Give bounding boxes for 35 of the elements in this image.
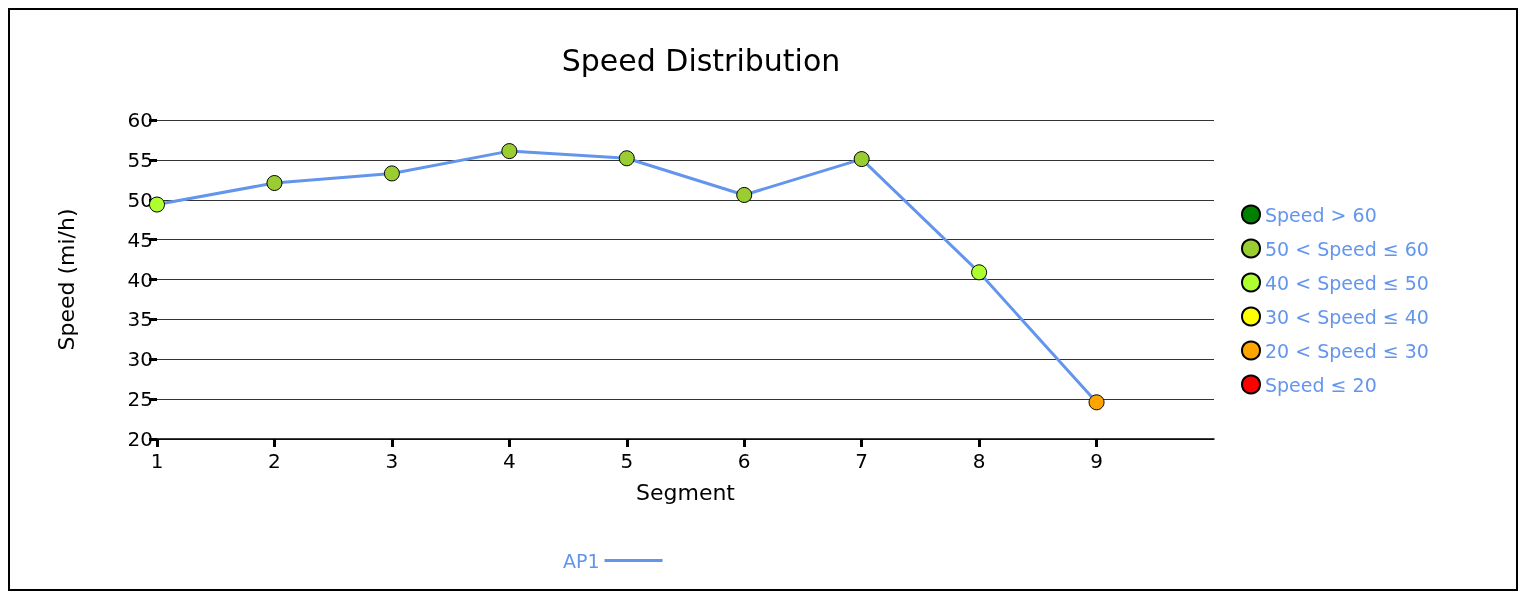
text: AP1 <box>563 549 600 572</box>
x-tick-label: 3 <box>385 449 399 473</box>
legend-label: 30 < Speed ≤ 40 <box>1265 305 1429 328</box>
point <box>501 143 518 160</box>
y-tick-label: 40 <box>127 267 153 292</box>
legend-label: 50 < Speed ≤ 60 <box>1265 237 1429 260</box>
y-tick-label: 20 <box>127 427 153 451</box>
y-tick-label: 35 <box>127 307 153 332</box>
x-tick-label: 5 <box>620 449 634 473</box>
legend-label: 20 < Speed ≤ 30 <box>1265 339 1429 362</box>
point <box>266 175 283 191</box>
x-tick-label: 6 <box>737 449 751 473</box>
point <box>383 165 400 182</box>
chart-title: Speed Distribution <box>561 42 841 78</box>
x-tick-label: 2 <box>268 449 281 473</box>
x-tick-label: 1 <box>150 449 164 473</box>
x-tick-label: 9 <box>1090 449 1103 473</box>
point <box>618 150 635 167</box>
point <box>1088 394 1105 411</box>
point <box>736 186 753 203</box>
x-tick-label: 7 <box>855 449 869 473</box>
point <box>971 264 988 281</box>
y-tick-label: 45 <box>127 227 153 252</box>
point <box>853 151 870 168</box>
y-tick-label: 25 <box>127 387 153 412</box>
x-axis-title: Segment <box>636 479 736 505</box>
legend-label: Speed ≤ 20 <box>1265 373 1377 396</box>
y-tick-label: 55 <box>127 147 153 172</box>
y-axis-title: Speed (mi/h) <box>53 208 79 351</box>
legend-label: 40 < Speed ≤ 50 <box>1265 271 1429 294</box>
x-tick-label: 4 <box>502 449 516 473</box>
y-tick-label: 30 <box>127 347 153 372</box>
x-tick-label: 8 <box>972 449 986 473</box>
legend-label: Speed > 60 <box>1265 203 1377 226</box>
y-tick-label: 60 <box>127 108 153 132</box>
